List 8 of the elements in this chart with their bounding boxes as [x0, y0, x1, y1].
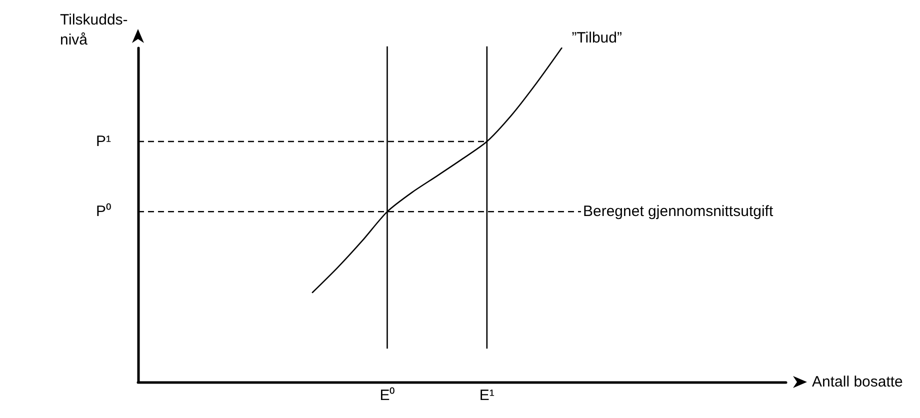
x-axis-title: Antall bosatte — [812, 374, 903, 390]
x-tick-label: E¹ — [479, 387, 494, 404]
ref-line-label: P¹ — [96, 133, 112, 150]
annotation: Beregnet gjennomsnittsutgift — [583, 203, 774, 220]
y-axis-title: Tilskudds-nivå — [60, 12, 128, 48]
ref-line-label: P⁰ — [96, 203, 112, 220]
series-label: ”Tilbud” — [572, 30, 622, 46]
x-tick-label: E⁰ — [380, 387, 395, 404]
